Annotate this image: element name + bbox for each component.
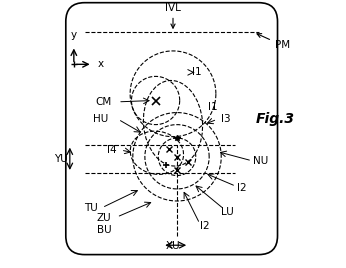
Text: x: x bbox=[98, 59, 104, 69]
Text: I2: I2 bbox=[237, 183, 247, 193]
Text: BU: BU bbox=[97, 225, 111, 236]
Text: YU: YU bbox=[54, 154, 67, 164]
Text: ZU: ZU bbox=[97, 213, 111, 224]
Text: TU: TU bbox=[84, 203, 98, 213]
Text: I2: I2 bbox=[200, 221, 209, 232]
Text: CM: CM bbox=[95, 97, 111, 107]
Text: HU: HU bbox=[93, 114, 109, 124]
Text: IVL: IVL bbox=[165, 3, 181, 28]
Text: I1: I1 bbox=[192, 67, 201, 77]
Text: I3: I3 bbox=[221, 114, 231, 124]
Text: PM: PM bbox=[257, 34, 290, 50]
FancyBboxPatch shape bbox=[66, 3, 277, 255]
Text: I4: I4 bbox=[107, 145, 117, 155]
Text: XU: XU bbox=[166, 241, 180, 251]
Text: I1: I1 bbox=[208, 102, 218, 112]
Text: Fig.3: Fig.3 bbox=[255, 112, 294, 126]
Text: NU: NU bbox=[253, 156, 268, 166]
Text: LU: LU bbox=[221, 207, 234, 217]
Text: y: y bbox=[71, 30, 77, 40]
